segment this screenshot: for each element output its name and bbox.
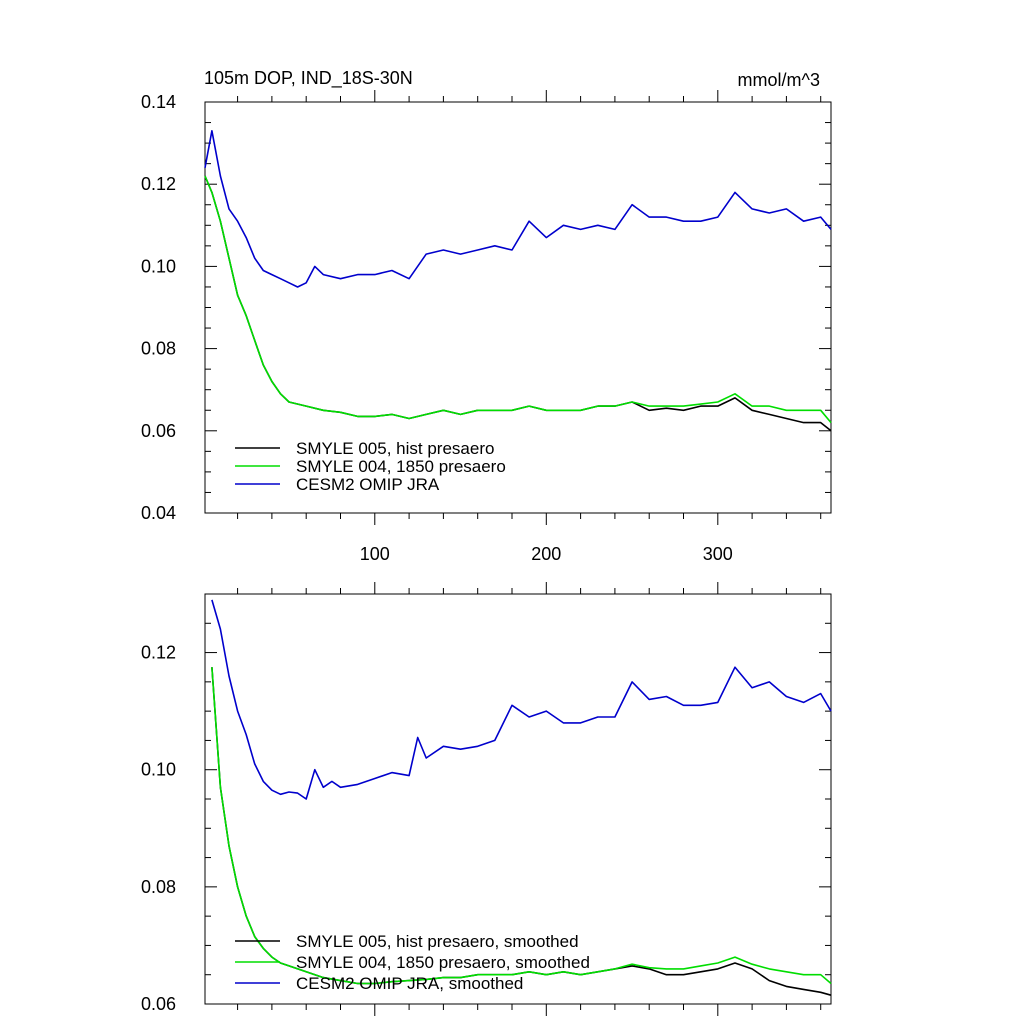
chart-2-legend: SMYLE 005, hist presaero, smoothed SMYLE … (235, 932, 590, 993)
chart-2-y-tick-label: 0.10 (141, 760, 176, 780)
chart-1-x-tick-label: 200 (531, 544, 561, 564)
chart-1-series-line-3 (204, 130, 832, 288)
chart-2-series-line-2 (211, 667, 832, 985)
chart-2-legend-label: SMYLE 005, hist presaero, smoothed (296, 932, 579, 951)
chart-2-ticks: 0.06 0.08 0.10 0.12 (141, 582, 831, 1016)
chart-1-y-tick-label: 0.10 (141, 256, 176, 276)
chart-2-y-tick-label: 0.08 (141, 877, 176, 897)
chart-1-x-tick-label: 300 (703, 544, 733, 564)
chart-1-y-tick-label: 0.04 (141, 503, 176, 523)
chart-1-y-tick-label: 0.14 (141, 92, 176, 112)
chart-2-y-tick-label: 0.06 (141, 994, 176, 1014)
chart-1-units: mmol/m^3 (738, 70, 820, 90)
chart-1-y-tick-label: 0.12 (141, 174, 176, 194)
chart-2-y-tick-label: 0.12 (141, 643, 176, 663)
chart-2-legend-label: SMYLE 004, 1850 presaero, smoothed (296, 953, 590, 972)
chart-1-y-tick-label: 0.08 (141, 339, 176, 359)
chart-1-series-line-1 (204, 175, 832, 432)
chart-1-y-tick-label: 0.06 (141, 421, 176, 441)
chart-2-legend-label: CESM2 OMIP JRA, smoothed (296, 974, 523, 993)
chart-1-legend-label: SMYLE 004, 1850 presaero (296, 457, 506, 476)
chart-1-legend-label: CESM2 OMIP JRA (296, 475, 440, 494)
chart-1-series-line-2 (204, 175, 832, 424)
chart-1-ticks: 100 200 300 0.04 0.06 0.08 0.10 0.12 0.14 (141, 90, 831, 564)
chart-1-x-tick-label: 100 (360, 544, 390, 564)
chart-1-title: 105m DOP, IND_18S-30N (204, 68, 413, 89)
chart-2-lines (211, 599, 832, 996)
chart-2-series-line-3 (211, 599, 832, 800)
chart-1-legend-label: SMYLE 005, hist presaero (296, 439, 494, 458)
chart-1-lines (204, 130, 832, 432)
